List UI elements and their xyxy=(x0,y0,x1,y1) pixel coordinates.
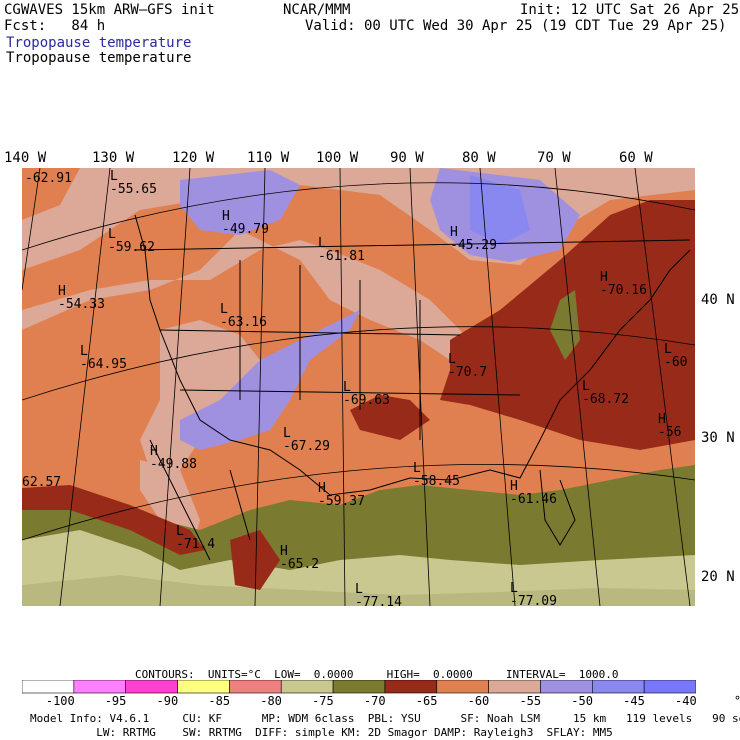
field-title-blue: Tropopause temperature xyxy=(6,35,192,51)
colorbar-tick-label: -60 xyxy=(467,694,490,708)
map-label: H -70.16 xyxy=(600,270,647,298)
colorbar-tick-label: -65 xyxy=(415,694,438,708)
fill-orange-nw xyxy=(22,168,80,220)
fill-blue-band xyxy=(180,310,360,450)
colorbar-swatch xyxy=(488,680,541,694)
model-title: CGWAVES 15km ARW–GFS init xyxy=(4,2,215,18)
lon-label-80w: 80 W xyxy=(462,150,496,166)
map-label: H -61.46 xyxy=(510,479,557,507)
colorbar-tick-label: -55 xyxy=(519,694,542,708)
valid-time: Valid: 00 UTC Wed 30 Apr 25 (19 CDT Tue … xyxy=(305,18,727,34)
map-label: L -58.45 xyxy=(413,461,460,489)
colorbar-tick-label: -90 xyxy=(156,694,179,708)
field-title: Tropopause temperature xyxy=(6,50,192,66)
fill-darkred-south xyxy=(350,395,430,440)
colorbar-swatch xyxy=(229,680,282,694)
lon-label-140w: 140 W xyxy=(4,150,47,166)
lat-label-30n: 30 N xyxy=(701,430,735,446)
map-label: H -54.33 xyxy=(58,284,105,312)
contours-info: CONTOURS: UNITS=°C LOW= 0.0000 HIGH= 0.0… xyxy=(135,668,619,681)
colorbar-swatch xyxy=(540,680,593,694)
map-label: L -63.16 xyxy=(220,302,267,330)
colorbar-tick-label: -100 xyxy=(45,694,75,708)
map-label: H -49.88 xyxy=(150,444,197,472)
map-label: 62.57 xyxy=(22,475,62,490)
map-label: L -64.95 xyxy=(80,344,127,372)
colorbar xyxy=(22,680,696,694)
map-label: H -56 xyxy=(658,412,682,440)
map-label: L -61.81 xyxy=(318,236,365,264)
fill-darkred-pacific xyxy=(22,485,205,555)
organization-label: NCAR/MMM xyxy=(283,2,351,18)
colorbar-swatch xyxy=(592,680,645,694)
lon-label-110w: 110 W xyxy=(247,150,290,166)
fill-tan-band xyxy=(22,230,470,360)
map-label: L -70.7 xyxy=(448,352,488,380)
colorbar-swatch xyxy=(332,680,386,694)
boundaries xyxy=(134,214,691,561)
map-label: L -77.09 xyxy=(510,581,557,609)
colorbar-swatch xyxy=(22,680,75,694)
colorbar-tick-label: °C xyxy=(733,694,740,708)
map-label: L -77.14 xyxy=(355,582,402,610)
colorbar-swatch xyxy=(280,680,334,694)
lon-label-90w: 90 W xyxy=(390,150,424,166)
fill-tan-southwest xyxy=(140,320,260,470)
colorbar-tick-label: -75 xyxy=(312,694,334,708)
graticule xyxy=(22,168,695,606)
lon-label-100w: 100 W xyxy=(316,150,359,166)
colorbar-swatch xyxy=(384,680,438,694)
init-time: Init: 12 UTC Sat 26 Apr 25 xyxy=(520,2,740,18)
colorbar-tick-label: -80 xyxy=(260,694,282,708)
colorbar-tick-label: -40 xyxy=(675,694,697,708)
map-label: L -69.63 xyxy=(343,380,390,408)
lon-label-70w: 70 W xyxy=(537,150,571,166)
fill-darkred-mexico xyxy=(230,530,280,590)
lat-label-20n: 20 N xyxy=(701,569,735,585)
colorbar-tick-label: -95 xyxy=(104,694,127,708)
map-label: H -45.29 xyxy=(450,225,497,253)
map-label: H -59.37 xyxy=(318,481,365,509)
colorbar-tick-label: -70 xyxy=(363,694,386,708)
map-label: L -68.72 xyxy=(582,379,629,407)
map-label: L -71.4 xyxy=(176,524,216,552)
lon-label-130w: 130 W xyxy=(92,150,135,166)
forecast-hour: Fcst: 84 h xyxy=(4,18,106,34)
fill-olive-appalachian xyxy=(550,290,580,360)
lon-label-60w: 60 W xyxy=(619,150,653,166)
map-label: H -65.2 xyxy=(280,544,320,572)
map-label: L -59.62 xyxy=(108,227,155,255)
fill-blue-north xyxy=(180,170,300,235)
colorbar-swatch xyxy=(125,680,178,694)
colorbar-tick-label: -50 xyxy=(571,694,593,708)
colorbar-swatch xyxy=(73,680,126,694)
fill-sage-darker xyxy=(22,575,695,606)
colorbar-tick-label: -45 xyxy=(623,694,645,708)
colorbar-swatch xyxy=(436,680,489,694)
colorbar-tick-label: -85 xyxy=(208,694,231,708)
map-label: H -49.79 xyxy=(222,209,269,237)
model-info: Model Info: V4.6.1 CU: KF MP: WDM 6class… xyxy=(30,712,740,725)
model-physics: LW: RRTMG SW: RRTMG DIFF: simple KM: 2D … xyxy=(30,726,613,739)
colorbar-swatch xyxy=(177,680,230,694)
map-label: L -55.65 xyxy=(110,169,157,197)
lon-label-120w: 120 W xyxy=(172,150,215,166)
lat-label-40n: 40 N xyxy=(701,292,735,308)
map-label: L -60 xyxy=(664,342,688,370)
map-label: -62.91 xyxy=(25,171,72,186)
colorbar-swatch xyxy=(643,680,696,694)
map-label: L -67.29 xyxy=(283,426,330,454)
